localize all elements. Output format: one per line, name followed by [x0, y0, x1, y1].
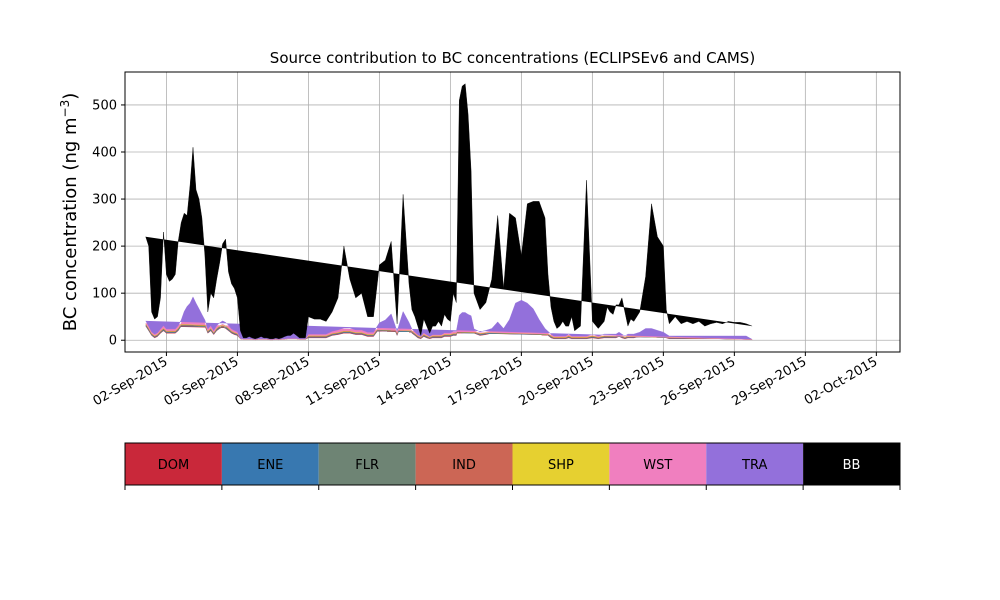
legend-swatch-shp — [512, 443, 610, 485]
x-tick-label: 11-Sep-2015 — [304, 354, 384, 409]
x-tick-label: 05-Sep-2015 — [162, 354, 242, 409]
y-tick-label: 100 — [92, 287, 117, 302]
y-axis-label-sup: −3 — [58, 100, 72, 118]
legend-label-wst: WST — [643, 458, 672, 473]
x-tick-label: 29-Sep-2015 — [730, 354, 810, 409]
x-tick-label: 20-Sep-2015 — [517, 354, 597, 409]
x-axis-ticks: 02-Sep-201505-Sep-201508-Sep-201511-Sep-… — [91, 352, 880, 409]
x-tick-label: 17-Sep-2015 — [446, 354, 526, 409]
legend-swatch-dom — [125, 443, 222, 485]
legend-swatch-ene — [221, 443, 319, 485]
legend-swatch-tra — [706, 443, 804, 485]
y-tick-label: 500 — [92, 98, 117, 113]
y-axis-label: BC concentration (ng m−3) — [58, 93, 81, 332]
y-axis-label-main: BC concentration (ng m — [60, 117, 81, 331]
legend-swatch-ind — [415, 443, 513, 485]
y-tick-label: 0 — [109, 334, 117, 349]
x-tick-label: 02-Sep-2015 — [91, 354, 171, 409]
stacked-areas — [145, 83, 753, 341]
y-tick-label: 300 — [92, 193, 117, 208]
legend-label-shp: SHP — [548, 458, 574, 473]
x-tick-label: 26-Sep-2015 — [659, 354, 739, 409]
legend-label-ind: IND — [452, 458, 476, 473]
legend-label-dom: DOM — [158, 458, 189, 473]
legend-swatch-flr — [318, 443, 416, 485]
legend-swatch-bb — [803, 443, 900, 485]
x-tick-label: 08-Sep-2015 — [233, 354, 313, 409]
x-tick-label: 14-Sep-2015 — [375, 354, 455, 409]
legend-colorbar: DOM ENE FLR IND SHP WST TRA BB — [124, 442, 901, 490]
y-tick-label: 400 — [92, 146, 117, 161]
plot-frame — [124, 71, 901, 353]
y-axis-ticks: 0 100 200 300 400 500 — [92, 98, 125, 349]
y-axis-label-close: ) — [60, 93, 81, 100]
legend-label-flr: FLR — [355, 458, 379, 473]
legend-label-tra: TRA — [741, 458, 767, 473]
area-bb — [145, 83, 753, 340]
legend-label-ene: ENE — [257, 458, 283, 473]
chart-title: Source contribution to BC concentrations… — [270, 49, 755, 67]
x-tick-label: 23-Sep-2015 — [588, 354, 668, 409]
legend-label-bb: BB — [843, 458, 861, 473]
y-tick-label: 200 — [92, 240, 117, 255]
x-tick-label: 02-Oct-2015 — [802, 354, 880, 408]
legend-swatch-wst — [609, 443, 707, 485]
